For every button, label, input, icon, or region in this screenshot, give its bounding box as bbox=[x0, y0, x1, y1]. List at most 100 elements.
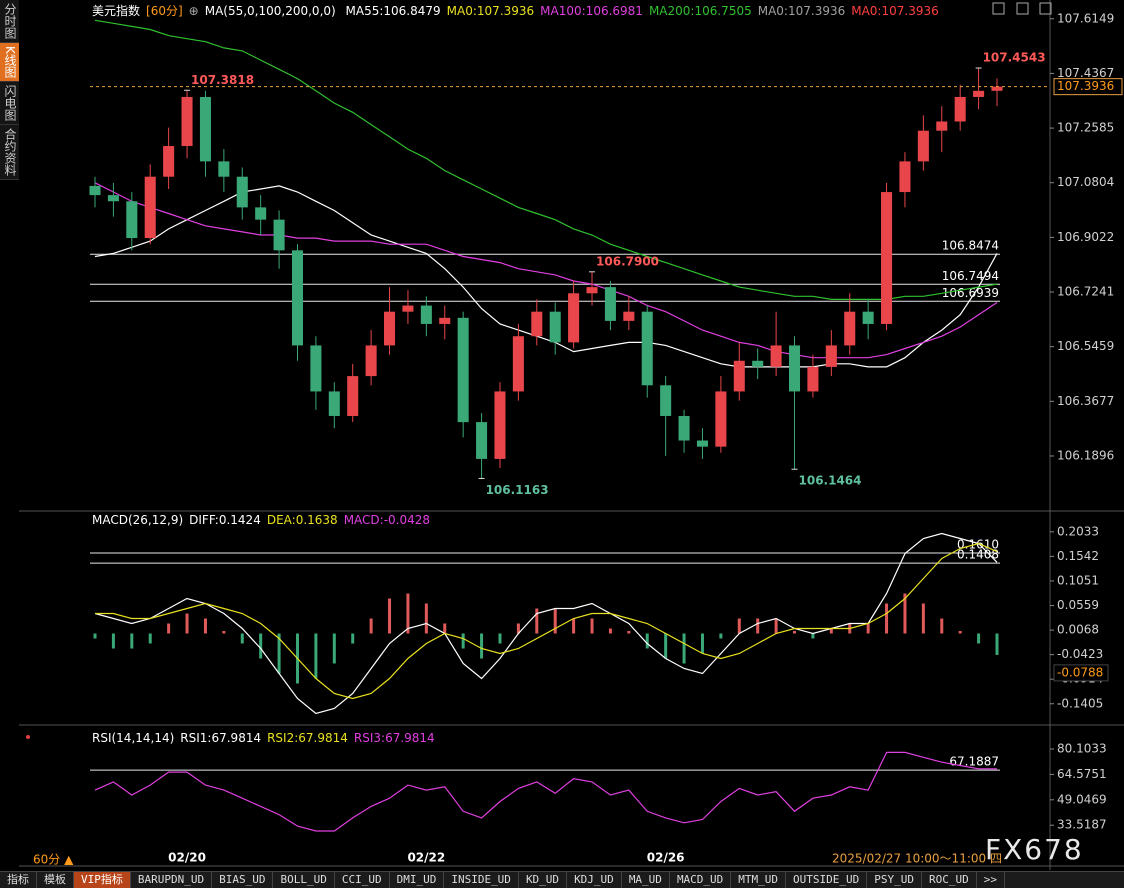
period: [60分] bbox=[146, 4, 183, 18]
candle-body bbox=[273, 219, 285, 251]
macd-bar bbox=[406, 593, 410, 634]
macd-bar bbox=[940, 618, 944, 634]
candle-body bbox=[715, 391, 727, 447]
macd-bar bbox=[332, 633, 336, 664]
y-tick-label: 0.1051 bbox=[1057, 573, 1099, 587]
indicator-line bbox=[95, 542, 998, 700]
candle-body bbox=[347, 376, 359, 416]
legend-title: RSI(14,14,14) bbox=[92, 731, 175, 745]
toolbar-tab[interactable]: KDJ_UD bbox=[567, 872, 622, 888]
y-tick-label: 107.2585 bbox=[1057, 121, 1114, 135]
macd-bar bbox=[793, 631, 797, 634]
window-icon[interactable] bbox=[992, 2, 1005, 15]
candle-body bbox=[291, 250, 304, 346]
candle-body bbox=[917, 130, 929, 162]
candle-body bbox=[660, 385, 672, 416]
macd-bar bbox=[443, 623, 447, 634]
candle-body bbox=[586, 287, 598, 294]
toolbar-tab[interactable]: MA_UD bbox=[622, 872, 670, 888]
macd-bar bbox=[203, 618, 207, 634]
macd-bar bbox=[130, 633, 134, 649]
period-label[interactable]: 60分 ▲ bbox=[33, 853, 74, 867]
y-tick-label: -0.1405 bbox=[1057, 696, 1103, 710]
candle-body bbox=[218, 161, 230, 177]
toolbar-tab[interactable]: KD_UD bbox=[519, 872, 568, 888]
toolbar-tab[interactable]: MTM_UD bbox=[731, 872, 787, 888]
annotation: 106.7900 bbox=[596, 254, 659, 268]
window-icon[interactable] bbox=[1039, 2, 1052, 15]
candle-body bbox=[384, 311, 396, 346]
toolbar-tab[interactable]: BIAS_UD bbox=[212, 872, 274, 888]
candle-body bbox=[107, 195, 119, 202]
toolbar-tab[interactable]: MACD_UD bbox=[670, 872, 732, 888]
candle-body bbox=[991, 86, 1003, 91]
sidebar-tab[interactable]: 合约资料 bbox=[0, 125, 19, 180]
macd-bar bbox=[682, 633, 686, 664]
window-icon[interactable] bbox=[1016, 2, 1029, 15]
level-label: 106.6939 bbox=[942, 286, 999, 300]
indicator: MA(55,0,100,200,0,0) bbox=[204, 4, 336, 18]
datetime: 2025/02/27 10:00～11:00 四 bbox=[832, 852, 1002, 866]
toolbar-tab[interactable]: >> bbox=[977, 872, 1006, 888]
panel-icon bbox=[26, 735, 30, 739]
indicator-line bbox=[94, 182, 998, 359]
candle-body bbox=[752, 360, 764, 367]
macd-bar bbox=[277, 633, 281, 674]
macd-bar bbox=[590, 618, 594, 634]
settings-icon[interactable]: ⊕ bbox=[188, 4, 199, 18]
macd-bar bbox=[553, 608, 557, 634]
macd-marker-box bbox=[1053, 664, 1109, 682]
toolbar-tab[interactable]: 模板 bbox=[37, 872, 74, 888]
macd-bar bbox=[756, 618, 760, 634]
y-tick-label: 107.6149 bbox=[1057, 11, 1114, 25]
macd-bar bbox=[148, 633, 152, 644]
sidebar-tab[interactable]: K线图 bbox=[0, 43, 19, 82]
candle-body bbox=[439, 317, 451, 324]
x-tick-label: 02/20 bbox=[168, 851, 206, 865]
toolbar-tab[interactable]: BOLL_UD bbox=[273, 872, 335, 888]
candle-body bbox=[641, 311, 653, 386]
macd-bar bbox=[314, 633, 318, 679]
candle-body bbox=[126, 201, 138, 239]
symbol: 美元指数 bbox=[92, 4, 141, 18]
macd-bar bbox=[811, 633, 815, 639]
candle-body bbox=[678, 415, 690, 441]
macd-bar bbox=[185, 613, 189, 634]
macd-bar bbox=[388, 598, 392, 634]
y-tick-label: 0.2033 bbox=[1057, 524, 1099, 538]
toolbar-tab[interactable]: DMI_UD bbox=[390, 872, 445, 888]
macd-bar bbox=[921, 603, 925, 634]
toolbar-tab[interactable]: PSY_UD bbox=[867, 872, 923, 888]
toolbar-tab[interactable]: OUTSIDE_UD bbox=[786, 872, 868, 888]
y-tick-label: 0.1542 bbox=[1057, 549, 1099, 563]
candle-body bbox=[604, 287, 616, 321]
candle-body bbox=[236, 176, 248, 208]
toolbar-tab[interactable]: BARUPDN_UD bbox=[131, 872, 213, 888]
macd-bar bbox=[498, 633, 502, 644]
macd-bar bbox=[608, 628, 612, 634]
macd-bar bbox=[958, 631, 962, 634]
macd-bar bbox=[700, 633, 704, 654]
macd-bar bbox=[93, 633, 97, 639]
macd-bar bbox=[977, 633, 981, 644]
candle-body bbox=[199, 96, 211, 162]
macd-bar bbox=[222, 631, 226, 634]
last-price-box bbox=[1053, 78, 1123, 96]
macd-bar bbox=[885, 603, 889, 634]
sidebar-tab[interactable]: 分时图 bbox=[0, 0, 19, 43]
toolbar-tab[interactable]: VIP指标 bbox=[74, 872, 131, 888]
macd-bar bbox=[572, 618, 576, 634]
macd-bar bbox=[167, 623, 171, 634]
macd-bar bbox=[645, 633, 649, 649]
rsi-legend: RSI(14,14,14) RSI1:67.9814 RSI2:67.9814 RSI… bbox=[92, 731, 441, 745]
toolbar-tab[interactable]: CCI_UD bbox=[335, 872, 390, 888]
sidebar-tab[interactable]: 闪电图 bbox=[0, 82, 19, 125]
macd-bar bbox=[829, 628, 833, 634]
toolbar-tab[interactable]: ROC_UD bbox=[922, 872, 977, 888]
y-tick-label: 80.1033 bbox=[1057, 741, 1107, 755]
candle-body bbox=[181, 96, 193, 147]
toolbar-tab[interactable]: 指标 bbox=[0, 872, 37, 888]
toolbar-tab[interactable]: INSIDE_UD bbox=[444, 872, 519, 888]
candle-body bbox=[825, 345, 837, 367]
